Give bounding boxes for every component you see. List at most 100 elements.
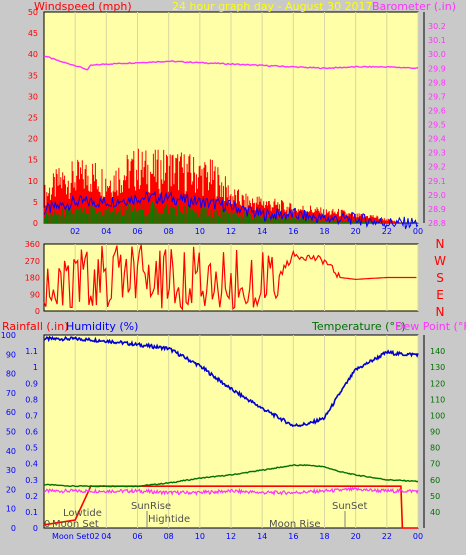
barometer-label: Barometer (.in) — [372, 0, 456, 13]
barometer-y-tick-label: 30.0 — [428, 50, 446, 59]
rain-y-tick-label: 0.3 — [25, 476, 38, 485]
climate-grid — [74, 335, 419, 528]
climate-x-tick-label: 10 — [195, 532, 205, 541]
direction-y-tick-label: 270 — [25, 257, 40, 266]
humidity-y-tick-label: 10 — [6, 505, 16, 514]
humidity-y-tick-label: 60 — [6, 408, 16, 417]
wind-y-tick-label: 45 — [28, 29, 38, 38]
compass-label: S — [436, 271, 444, 285]
barometer-y-tick-label: 29.3 — [428, 149, 446, 158]
sunset-label: SunSet — [332, 501, 368, 512]
wind-y-tick-label: 0 — [33, 219, 38, 228]
humidity-y-tick-label: 0 — [11, 524, 16, 533]
barometer-y-tick-labels: 28.8 28.9 29.0 29.1 29.2 29.3 29.4 29.5 29.6 29.7… — [423, 12, 446, 228]
wind-x-tick-label: 12 — [226, 227, 236, 236]
humidity-label: Humidity (%) — [66, 320, 138, 333]
zero-label: 0 — [44, 519, 50, 530]
climate-x-tick-label: 08 — [164, 532, 174, 541]
wind-y-tick-label: 35 — [28, 71, 38, 80]
temperature-y-tick-labels: 40 50 60 70 80 90 100 110 120 130 140 — [423, 335, 445, 528]
direction-series — [43, 244, 417, 311]
barometer-y-tick-label: 29.9 — [428, 64, 446, 73]
humidity-y-tick-label: 90 — [6, 350, 16, 359]
climate-x-tick-label: 18 — [319, 532, 329, 541]
compass-label: W — [434, 254, 446, 268]
humidity-series — [43, 335, 419, 428]
wind-x-tick-label: 16 — [288, 227, 298, 236]
rain-y-tick-label: 1.1 — [25, 347, 38, 356]
climate-x-tick-label: 22 — [382, 532, 392, 541]
compass-label: E — [436, 288, 444, 302]
wind-y-tick-label: 10 — [28, 177, 38, 186]
barometer-series — [43, 55, 419, 71]
climate-x-tick-label: 20 — [351, 532, 361, 541]
wind-x-tick-label: 06 — [132, 227, 142, 236]
wind-y-tick-label: 30 — [28, 92, 38, 101]
wind-x-tick-label: 10 — [195, 227, 205, 236]
rain-y-tick-label: 0.4 — [25, 460, 38, 469]
temperature-y-tick-label: 50 — [430, 492, 440, 501]
wind-y-tick-label: 50 — [28, 8, 38, 17]
barometer-y-tick-label: 28.8 — [428, 219, 446, 228]
climate-x-tick-label: 04 — [101, 532, 111, 541]
direction-y-tick-label: 360 — [25, 240, 40, 249]
wind-x-tick-label: 08 — [164, 227, 174, 236]
barometer-y-tick-label: 29.6 — [428, 106, 446, 115]
rain-y-tick-label: 0 — [33, 524, 38, 533]
humidity-y-tick-labels: 0 10 20 30 40 50 60 70 80 90 100 — [1, 331, 16, 533]
wind-x-tick-labels: 02 04 06 08 10 12 14 16 18 20 22 00 — [70, 227, 423, 236]
direction-y-tick-label: 0 — [35, 307, 40, 316]
rain-y-tick-label: 0.1 — [25, 508, 38, 517]
temperature-y-tick-label: 60 — [430, 476, 440, 485]
rain-y-tick-label: 0.2 — [25, 492, 38, 501]
climate-series — [43, 335, 419, 529]
rainfall-series — [43, 485, 418, 529]
compass-label: N — [436, 305, 445, 319]
wind-x-tick-label: 14 — [257, 227, 267, 236]
humidity-y-tick-label: 70 — [6, 389, 16, 398]
temperature-label: Temperature (°F) — [311, 320, 406, 333]
wind-direction-series — [43, 244, 417, 311]
climate-x-first-label: Moon Set02 — [52, 532, 100, 541]
humidity-y-tick-label: 100 — [1, 331, 16, 340]
wind-y-tick-labels: 0 5 10 15 20 25 30 35 40 45 50 — [28, 8, 38, 228]
direction-y-tick-label: 90 — [30, 290, 40, 299]
humidity-y-tick-label: 20 — [6, 485, 16, 494]
humidity-y-tick-label: 50 — [6, 428, 16, 437]
barometer-y-tick-label: 29.2 — [428, 163, 446, 172]
wind-x-tick-label: 20 — [351, 227, 361, 236]
humidity-y-tick-label: 40 — [6, 447, 16, 456]
barometer-y-tick-label: 29.8 — [428, 78, 446, 87]
direction-y-tick-label: 180 — [25, 274, 40, 283]
wind-x-tick-label: 04 — [101, 227, 111, 236]
humidity-y-tick-label: 30 — [6, 466, 16, 475]
wind-y-tick-label: 5 — [33, 198, 38, 207]
climate-x-tick-label: 12 — [226, 532, 236, 541]
barometer-y-tick-label: 28.9 — [428, 205, 446, 214]
wind-y-tick-label: 25 — [28, 114, 38, 123]
temperature-y-tick-label: 140 — [430, 347, 445, 356]
humidity-y-tick-label: 80 — [6, 370, 16, 379]
moonrise-label: Moon Rise — [269, 519, 320, 530]
rain-y-tick-label: 1 — [33, 363, 38, 372]
barometer-y-tick-label: 29.1 — [428, 177, 446, 186]
climate-x-tick-label: 14 — [257, 532, 267, 541]
dewpoint-series — [43, 486, 419, 497]
temperature-y-tick-label: 70 — [430, 460, 440, 469]
windspeed-label: Windspeed (mph) — [34, 0, 132, 13]
barometer-y-tick-label: 30.2 — [428, 22, 446, 31]
temperature-y-tick-label: 40 — [430, 508, 440, 517]
wind-y-tick-label: 20 — [28, 135, 38, 144]
temperature-y-tick-label: 100 — [430, 411, 445, 420]
hightide-label: Hightide — [148, 514, 190, 525]
rain-y-tick-label: 0.8 — [25, 395, 38, 404]
wind-x-tick-label: 00 — [413, 227, 423, 236]
rain-y-tick-labels: 0 0.1 0.2 0.3 0.4 0.5 0.6 0.7 0.8 0.9 1 1.1 — [25, 347, 38, 533]
wind-y-tick-label: 40 — [28, 50, 38, 59]
barometer-y-tick-label: 29.4 — [428, 135, 446, 144]
moonset-label: Moon Set — [52, 519, 99, 530]
rain-y-tick-label: 0.5 — [25, 444, 38, 453]
temperature-y-tick-label: 90 — [430, 428, 440, 437]
